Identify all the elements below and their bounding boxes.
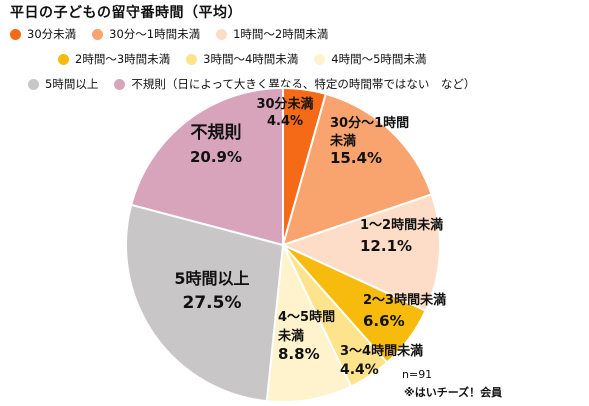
slice-value-text: 8.8% <box>278 345 320 363</box>
slice-value-text: 6.6% <box>363 312 405 330</box>
pie-slice-m30_60 <box>281 92 433 247</box>
slice-label-lt30: 30分未満 4.4% <box>256 96 313 129</box>
slice-value-text: 4.4% <box>340 362 379 378</box>
legend-label-5h-plus: 5時間以上 <box>45 77 99 91</box>
slice-category-text: 30分～1時間 <box>330 115 409 131</box>
legend-label-irregular: 不規則（日によって大きく異なる、特定の時間帯ではない など） <box>131 77 476 91</box>
chart-title: 平日の子どもの留守番時間（平均） <box>10 5 242 21</box>
legend-row-3: 5時間以上 不規則（日によって大きく異なる、特定の時間帯ではない など） <box>28 76 491 92</box>
slice-label-h3_4: 3～4時間未満 4.4% <box>340 343 423 378</box>
slice-category-text: 未満 <box>329 133 356 149</box>
legend-swatch-5h-plus <box>28 78 39 90</box>
legend-swatch-4-5h <box>314 53 326 65</box>
slice-value-text: 27.5% <box>183 293 242 313</box>
legend-label-30-60: 30分～1時間未満 <box>109 27 201 41</box>
slice-label-h2_3: 2～3時間未満 6.6% <box>363 292 446 330</box>
slice-value-text: 12.1% <box>360 237 412 255</box>
slice-value-text: 4.4% <box>267 114 303 129</box>
legend-swatch-lt30 <box>10 28 21 40</box>
legend-item-lt30: 30分未満 <box>10 26 76 42</box>
slice-label-h5plus: 5時間以上 27.5% <box>174 269 249 313</box>
slice-category-text: 不規則 <box>191 123 242 143</box>
slice-label-irregular: 不規則 20.9% <box>190 123 242 166</box>
legend-item-5h-plus: 5時間以上 <box>28 76 98 92</box>
legend-item-3-4h: 3時間～4時間未満 <box>186 51 298 67</box>
pie-slice-h5plus <box>125 203 285 403</box>
slice-category-text: 1～2時間未満 <box>360 217 443 233</box>
slice-category-text: 5時間以上 <box>174 269 249 288</box>
legend-item-2-3h: 2時間～3時間未満 <box>58 51 170 67</box>
slice-category-text: 未満 <box>277 328 304 344</box>
legend-item-1-2h: 1時間～2時間未満 <box>216 26 328 42</box>
slice-value-text: 20.9% <box>190 148 242 166</box>
legend-item-4-5h: 4時間～5時間未満 <box>314 51 426 67</box>
legend-item-30-60: 30分～1時間未満 <box>92 26 200 42</box>
slice-label-h1_2: 1～2時間未満 12.1% <box>360 217 443 255</box>
slice-category-text: 2～3時間未満 <box>363 292 446 308</box>
legend-swatch-irregular <box>114 78 126 90</box>
pie-slice-h1_2 <box>280 193 441 312</box>
legend-label-4-5h: 4時間～5時間未満 <box>331 52 427 66</box>
sample-size-note: n=91 <box>402 368 433 381</box>
legend-swatch-3-4h <box>186 53 198 65</box>
legend-swatch-2-3h <box>58 53 69 65</box>
legend-swatch-30-60 <box>92 28 104 40</box>
pie-slice-irregular <box>130 86 284 247</box>
pie-slice-h4_5 <box>265 241 353 403</box>
legend-item-irregular: 不規則（日によって大きく異なる、特定の時間帯ではない など） <box>114 76 475 92</box>
slice-category-text: 3～4時間未満 <box>340 343 423 359</box>
legend-row-2: 2時間～3時間未満 3時間～4時間未満 4時間～5時間未満 <box>58 51 442 67</box>
slice-category-text: 30分未満 <box>256 96 313 112</box>
legend-label-lt30: 30分未満 <box>27 27 77 41</box>
legend-label-1-2h: 1時間～2時間未満 <box>233 27 329 41</box>
slice-category-text: 4～5時間 <box>278 309 335 325</box>
legend-row-1: 30分未満 30分～1時間未満 1時間～2時間未満 <box>10 26 344 42</box>
slice-value-text: 15.4% <box>330 149 382 167</box>
source-note: ※はいチーズ！会員 <box>404 386 503 399</box>
legend-swatch-1-2h <box>216 28 228 40</box>
legend-label-2-3h: 2時間～3時間未満 <box>75 52 171 66</box>
legend-label-3-4h: 3時間～4時間未満 <box>203 52 299 66</box>
